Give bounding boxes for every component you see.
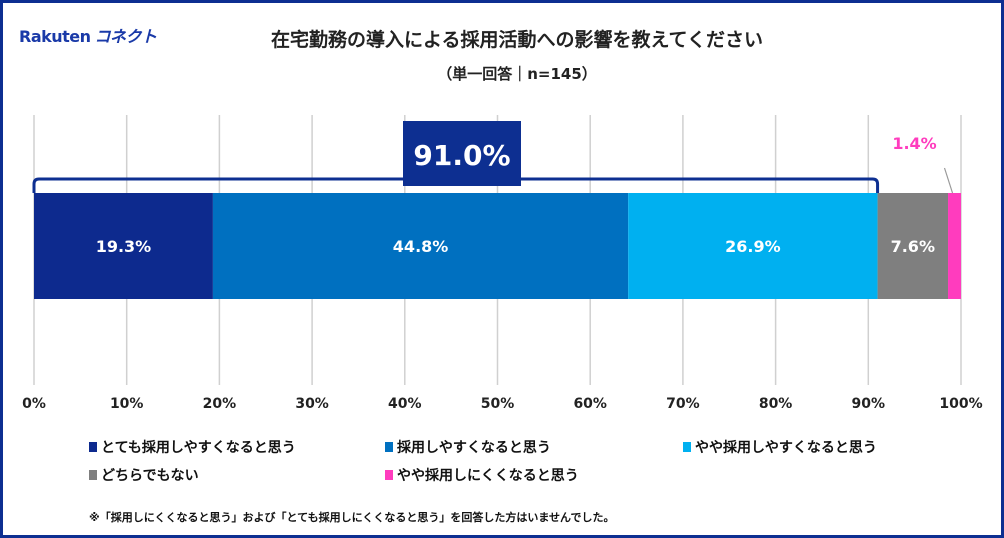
x-tick-label: 10% [110, 396, 144, 412]
x-tick-label: 20% [203, 396, 237, 412]
data-label: 19.3% [96, 237, 152, 256]
x-tick-label: 30% [295, 396, 329, 412]
legend-label: やや採用しにくくなると思う [397, 468, 579, 484]
bar-segment [877, 193, 949, 299]
x-tick-label: 40% [388, 396, 422, 412]
legend-label: 採用しやすくなると思う [397, 440, 551, 456]
legend-item: やや採用しやすくなると思う [683, 437, 877, 457]
legend-label: やや採用しやすくなると思う [695, 440, 877, 456]
logo-sub: コネクト [94, 27, 158, 46]
bar-segment [628, 193, 878, 299]
legend-swatch [385, 470, 393, 480]
logo-brand: Rakuten [19, 27, 91, 46]
legend-item: 採用しやすくなると思う [385, 437, 551, 457]
chart-title: 在宅勤務の導入による採用活動への影響を教えてください [271, 29, 763, 51]
leader-line [943, 167, 954, 194]
legend-swatch [89, 442, 97, 452]
legend-item: やや採用しにくくなると思う [385, 465, 579, 485]
plot-area: 0% 10% 20% 30% 40% 50% 60% 70% 80% 90% 100% 19.3% 44… [22, 115, 983, 412]
bar-segment [212, 193, 629, 299]
x-tick-label: 50% [481, 396, 515, 412]
x-tick-label: 60% [573, 396, 607, 412]
data-label: 44.8% [393, 237, 449, 256]
bar-segment [948, 193, 961, 299]
legend-item: とても採用しやすくなると思う [89, 437, 296, 457]
rakuten-connect-logo: Rakuten コネクト [19, 23, 157, 47]
footnote: ※「採用しにくくなると思う」および「とても採用しにくくなると思う」を回答した方は… [89, 511, 615, 524]
bar-segment [34, 193, 213, 299]
x-tick-label: 100% [939, 396, 982, 412]
x-tick-label: 80% [759, 396, 793, 412]
bracket-label: 91.0% [413, 139, 510, 172]
legend-swatch [89, 470, 97, 480]
x-tick-label: 90% [852, 396, 886, 412]
legend-swatch [683, 442, 691, 452]
bracket-label-box [403, 121, 521, 186]
legend-item: どちらでもない [89, 465, 199, 485]
data-label: 1.4% [892, 134, 936, 153]
x-tick-label: 0% [22, 396, 46, 412]
x-tick-label: 70% [666, 396, 700, 412]
data-label: 26.9% [725, 237, 781, 256]
chart-subtitle: （単一回答｜n=145） [437, 65, 597, 83]
legend-label: どちらでもない [101, 468, 199, 484]
legend-label: とても採用しやすくなると思う [101, 440, 296, 456]
legend-swatch [385, 442, 393, 452]
data-label: 7.6% [891, 237, 935, 256]
